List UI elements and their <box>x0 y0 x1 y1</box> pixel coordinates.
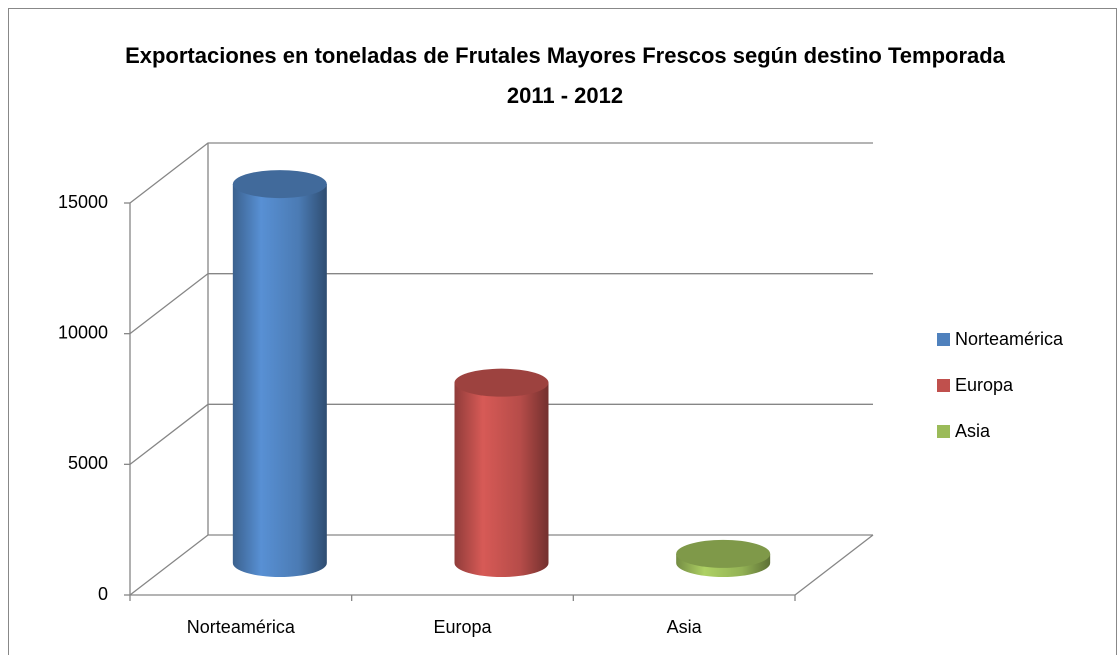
grid-line <box>129 142 873 204</box>
y-tick-label: 10000 <box>58 322 108 342</box>
legend-label: Norteamérica <box>955 329 1064 349</box>
x-tick-label: Asia <box>667 617 703 637</box>
bar <box>232 184 327 578</box>
grid-line <box>129 273 873 335</box>
legend-swatch <box>937 333 950 346</box>
y-tick-label: 5000 <box>68 453 108 473</box>
x-tick-label: Europa <box>433 617 492 637</box>
y-tick-label: 15000 <box>58 192 108 212</box>
x-tick-label: Norteamérica <box>187 617 296 637</box>
floor-edge <box>794 534 874 596</box>
legend-label: Europa <box>955 375 1014 395</box>
legend-label: Asia <box>955 421 991 441</box>
legend-swatch <box>937 379 950 392</box>
grid-line <box>129 403 873 465</box>
chart-title: Exportaciones en toneladas de Frutales M… <box>125 43 1005 108</box>
bar-top <box>232 170 327 199</box>
legend-swatch <box>937 425 950 438</box>
bar-top <box>454 368 549 397</box>
chart-border <box>8 8 1117 655</box>
grid-line <box>129 534 873 596</box>
y-tick-label: 0 <box>98 584 108 604</box>
bar-top <box>676 539 771 568</box>
bar <box>454 382 549 577</box>
